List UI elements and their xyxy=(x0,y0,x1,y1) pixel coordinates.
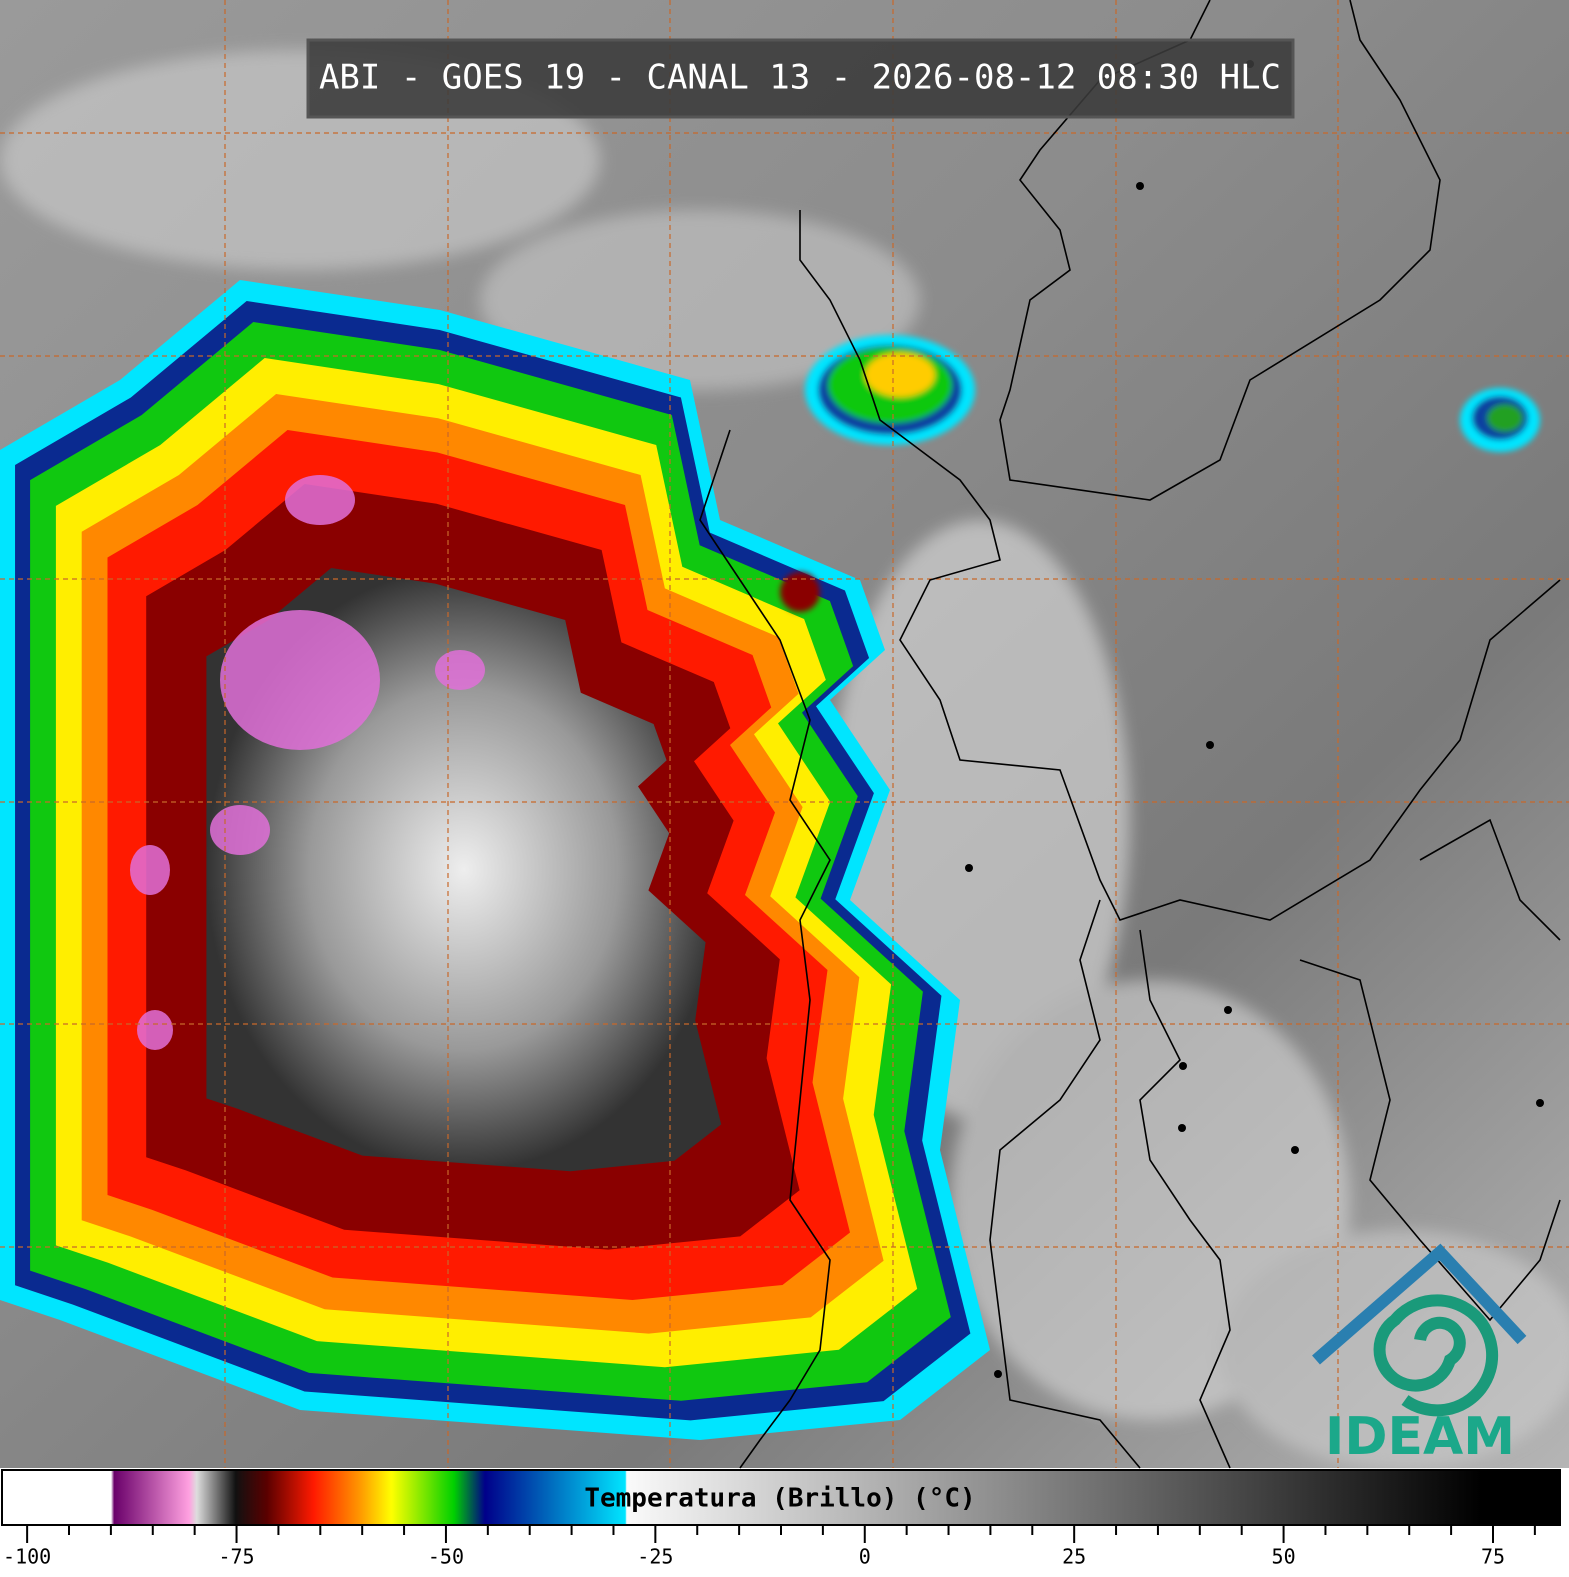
colorbar-gradient xyxy=(1,1469,1561,1526)
small-cells xyxy=(780,335,1540,612)
colorbar-tick-label: 75 xyxy=(1481,1545,1505,1569)
clouds xyxy=(0,50,1569,1470)
cold-top xyxy=(435,650,485,690)
colorbar-tick-label: -75 xyxy=(218,1545,254,1569)
title-box: ABI - GOES 19 - CANAL 13 - 2026-08-12 08… xyxy=(306,38,1295,119)
colorbar-tick-label: -100 xyxy=(3,1545,51,1569)
borders xyxy=(699,0,1561,1469)
colorbar-tick-label: 25 xyxy=(1062,1545,1086,1569)
colorbar: Temperatura (Brillo) (°C) -100 -75 -50 -25 0… xyxy=(1,1469,1561,1569)
colorbar-tick-label: 50 xyxy=(1272,1545,1296,1569)
cold-top xyxy=(137,1010,173,1050)
colorbar-tick-label: -50 xyxy=(428,1545,464,1569)
ideam-logo: IDEAM xyxy=(1312,1243,1527,1467)
cold-top xyxy=(220,610,380,750)
colorbar-label: Temperatura (Brillo) (°C) xyxy=(584,1484,975,1514)
colorbar-tick-label: 0 xyxy=(859,1545,871,1569)
colorbar-tick-label: -25 xyxy=(637,1545,673,1569)
lat-lon-grid xyxy=(0,0,1569,1468)
cold-top xyxy=(210,805,270,855)
cold-top xyxy=(130,845,170,895)
storm-system xyxy=(0,280,990,1440)
map-title: ABI - GOES 19 - CANAL 13 - 2026-08-12 08… xyxy=(319,58,1281,98)
logo-text: IDEAM xyxy=(1325,1407,1515,1467)
cold-top xyxy=(285,475,355,525)
